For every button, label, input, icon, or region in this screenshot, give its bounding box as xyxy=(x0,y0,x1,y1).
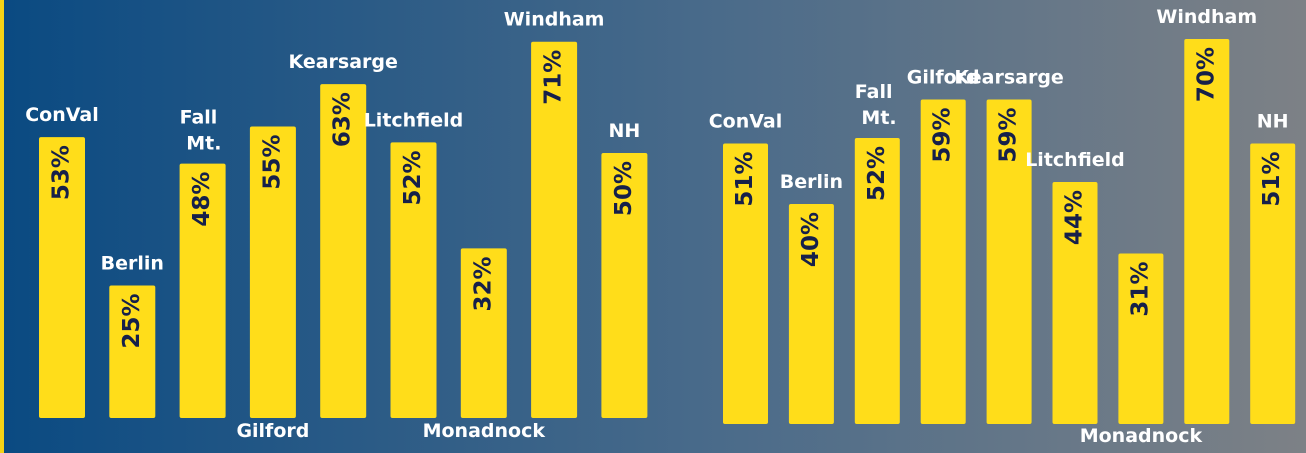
value-label: 25% xyxy=(119,294,145,349)
bar xyxy=(854,138,900,424)
value-label: 31% xyxy=(1127,262,1153,317)
category-label: Monadnock xyxy=(1080,425,1203,447)
category-label: ConVal xyxy=(709,111,783,133)
bar xyxy=(531,41,578,418)
bar xyxy=(179,163,226,418)
category-label: Gilford xyxy=(236,420,309,442)
category-label: NH xyxy=(1257,111,1289,133)
bar xyxy=(920,99,966,424)
value-label: 32% xyxy=(470,256,496,311)
category-label: ConVal xyxy=(25,104,99,126)
category-label: Windham xyxy=(504,9,605,31)
value-label: 59% xyxy=(930,108,956,163)
value-label: 71% xyxy=(541,50,567,105)
bar xyxy=(723,143,768,424)
bar xyxy=(986,99,1032,424)
value-label: 55% xyxy=(259,135,285,190)
value-label: 48% xyxy=(189,172,215,227)
value-label: 51% xyxy=(1259,152,1285,207)
value-label: 52% xyxy=(400,150,426,205)
bar xyxy=(390,142,437,418)
value-label: 50% xyxy=(611,161,637,216)
category-label: Kearsarge xyxy=(954,67,1063,89)
category-label: Monadnock xyxy=(423,420,546,442)
bar xyxy=(320,84,367,418)
category-label: Litchfield xyxy=(364,109,464,131)
value-label: 52% xyxy=(864,146,890,201)
value-label: 70% xyxy=(1193,47,1219,102)
accent-stripe xyxy=(0,0,4,453)
bar xyxy=(1052,182,1098,424)
category-label: Berlin xyxy=(780,171,843,193)
value-label: 44% xyxy=(1062,190,1088,245)
bar xyxy=(1184,39,1230,424)
bar xyxy=(39,137,85,418)
bar xyxy=(460,248,507,418)
value-label: 51% xyxy=(732,152,758,207)
value-label: 63% xyxy=(330,92,356,147)
category-label: Kearsarge xyxy=(288,51,397,73)
category-label: Fall Mt. xyxy=(180,107,222,155)
bar xyxy=(1250,143,1296,424)
bar xyxy=(788,204,834,424)
bar xyxy=(1118,253,1164,424)
value-label: 53% xyxy=(49,145,75,200)
category-label: Berlin xyxy=(101,253,164,275)
category-label: Fall Mt. xyxy=(855,81,897,129)
category-label: Gilford xyxy=(907,67,980,89)
bar xyxy=(601,153,648,418)
value-label: 40% xyxy=(798,212,824,267)
bar xyxy=(109,285,156,418)
bar xyxy=(249,126,296,418)
category-label: Litchfield xyxy=(1025,149,1125,171)
value-label: 59% xyxy=(996,108,1022,163)
category-label: NH xyxy=(608,120,640,142)
category-label: Windham xyxy=(1156,6,1257,28)
